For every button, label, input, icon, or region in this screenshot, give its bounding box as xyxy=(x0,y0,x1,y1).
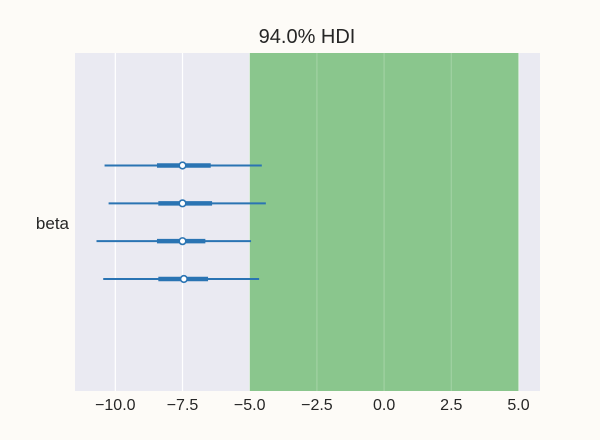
median-point xyxy=(178,237,187,246)
median-point xyxy=(179,274,188,284)
median-point xyxy=(178,161,187,170)
x-axis-ticks: −10.0 −7.5 −5.0 −2.5 0.0 2.5 5.0 xyxy=(95,397,530,414)
x-tick-label: −7.5 xyxy=(167,397,199,414)
median-point xyxy=(178,199,187,208)
y-tick-label: beta xyxy=(36,214,70,233)
x-tick-label: −10.0 xyxy=(95,397,136,414)
chain-interval xyxy=(108,199,266,208)
x-tick-label: 2.5 xyxy=(440,397,462,414)
x-tick-label: 0.0 xyxy=(373,397,395,414)
chain-interval xyxy=(96,237,252,246)
chain-interval xyxy=(103,274,260,284)
x-tick-label: −5.0 xyxy=(234,397,266,414)
chain-intervals xyxy=(96,161,266,284)
chart-title: 94.0% HDI xyxy=(259,26,356,48)
shaded-region xyxy=(249,53,519,391)
x-tick-label: 5.0 xyxy=(507,397,529,414)
region-grid-lines xyxy=(316,53,452,391)
chain-interval xyxy=(104,161,262,170)
x-tick-label: −2.5 xyxy=(301,397,333,414)
